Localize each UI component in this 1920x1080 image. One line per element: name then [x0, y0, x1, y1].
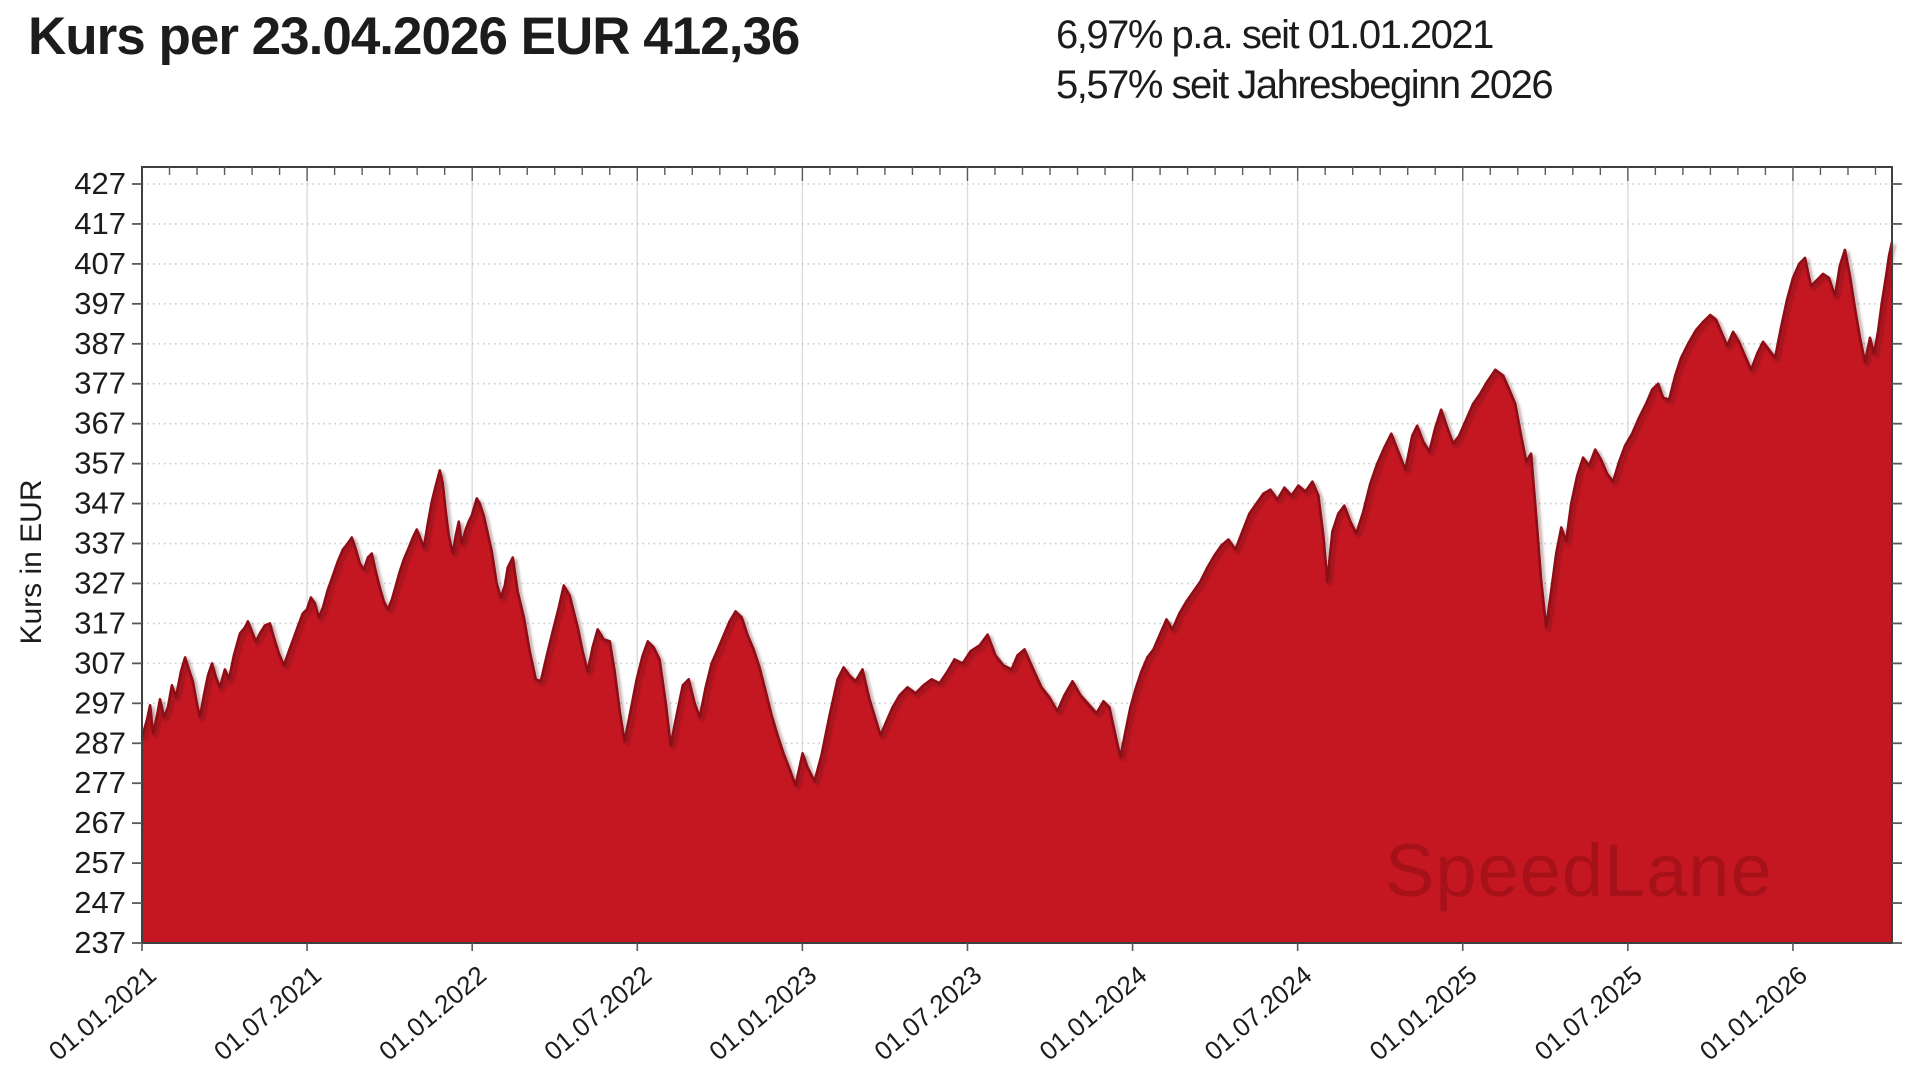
y-tick-label: 397: [74, 286, 126, 321]
y-tick-label: 307: [74, 645, 126, 680]
y-tick-label: 407: [74, 246, 126, 281]
price-line: [140, 242, 1894, 787]
page-title: Kurs per 23.04.2026 EUR 412,36: [28, 7, 800, 66]
x-tick-label: 01.01.2023: [703, 960, 822, 1067]
stat-annualized-return: 6,97% p.a. seit 01.01.2021: [1056, 13, 1494, 57]
y-tick-label: 267: [74, 805, 126, 840]
price-area-series: [140, 242, 1894, 944]
y-tick-label: 387: [74, 326, 126, 361]
y-tick-label: 337: [74, 526, 126, 561]
x-tick-label: 01.07.2025: [1529, 960, 1648, 1067]
y-tick-label: 277: [74, 765, 126, 800]
y-tick-label: 237: [74, 925, 126, 960]
x-tick-label: 01.01.2025: [1364, 960, 1483, 1067]
y-axis-tick-labels: 237 247 257 267 277 287 297 307 317 327 337 347 357 3…: [74, 166, 126, 960]
y-tick-label: 317: [74, 605, 126, 640]
stat-ytd-return: 5,57% seit Jahresbeginn 2026: [1056, 63, 1554, 107]
area-fill: [142, 242, 1892, 944]
x-axis-tick-labels: 01.01.2021 01.07.2021 01.01.2022 01.07.2022…: [43, 960, 1813, 1067]
watermark-label: SpeedLane: [1385, 829, 1773, 912]
y-tick-label: 367: [74, 406, 126, 441]
y-tick-label: 357: [74, 446, 126, 481]
x-tick-label: 01.07.2024: [1199, 960, 1318, 1067]
y-tick-label: 377: [74, 366, 126, 401]
x-tick-label: 01.07.2023: [868, 960, 987, 1067]
y-tick-label: 327: [74, 565, 126, 600]
x-tick-label: 01.07.2021: [208, 960, 327, 1067]
y-tick-label: 247: [74, 885, 126, 920]
x-tick-label: 01.01.2022: [373, 960, 492, 1067]
plot-frame: [141, 166, 1893, 944]
y-tick-label: 427: [74, 166, 126, 201]
y-tick-label: 347: [74, 486, 126, 521]
y-tick-label: 417: [74, 206, 126, 241]
performance-stats: 6,97% p.a. seit 01.01.2021 5,57% seit Ja…: [1056, 10, 1554, 110]
x-tick-label: 01.01.2021: [43, 960, 162, 1067]
y-tick-label: 257: [74, 845, 126, 880]
y-tick-label: 297: [74, 685, 126, 720]
x-tick-label: 01.01.2026: [1694, 960, 1813, 1067]
axis-ticks: [132, 167, 1902, 951]
plot-border: [141, 166, 1893, 944]
x-tick-label: 01.07.2022: [538, 960, 657, 1067]
x-tick-label: 01.01.2024: [1033, 960, 1152, 1067]
y-axis-title: Kurs in EUR: [15, 479, 48, 645]
y-tick-label: 287: [74, 725, 126, 760]
